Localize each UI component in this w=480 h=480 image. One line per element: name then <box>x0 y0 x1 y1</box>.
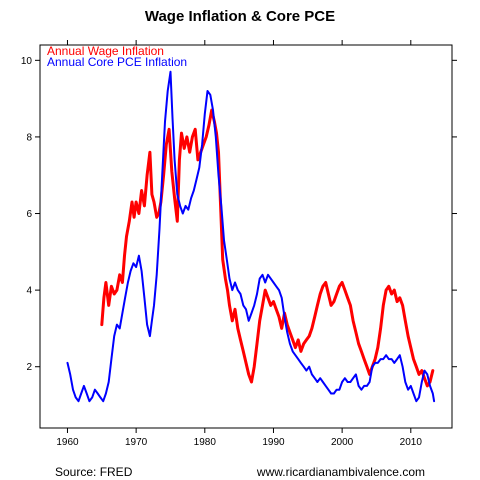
axes: 1960 1970 1980 1990 2000 2010 2 4 6 8 10 <box>21 40 457 448</box>
x-tick-label: 1980 <box>194 437 217 448</box>
x-tick-label: 1960 <box>56 437 79 448</box>
y-tick-label: 4 <box>26 286 32 297</box>
plot-frame <box>39 44 453 429</box>
series-line-core-pce-inflation <box>66 70 436 403</box>
y-tick-label: 6 <box>26 209 32 220</box>
y-tick-label: 10 <box>21 56 33 67</box>
series-line-wage-inflation <box>100 108 435 388</box>
y-tick-label: 2 <box>26 362 32 373</box>
legend-entry: Annual Core PCE Inflation <box>47 55 187 69</box>
website-credit: www.ricardianambivalence.com <box>256 465 425 479</box>
x-tick-label: 2000 <box>331 437 354 448</box>
source-credit: Source: FRED <box>55 465 133 479</box>
y-tick-label: 8 <box>26 132 32 143</box>
series-lines <box>66 70 436 403</box>
x-tick-label: 1970 <box>125 437 148 448</box>
x-tick-label: 1990 <box>262 437 285 448</box>
chart-title: Wage Inflation & Core PCE <box>145 8 335 25</box>
x-tick-label: 2010 <box>400 437 423 448</box>
legend-entry: Annual Wage Inflation <box>47 44 164 58</box>
